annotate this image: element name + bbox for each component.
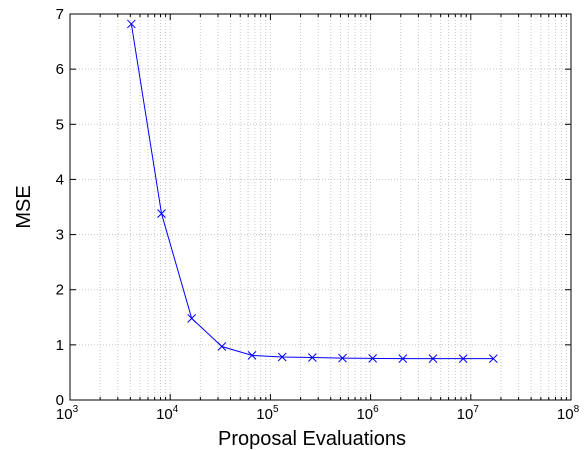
x-tick-base: 10 — [557, 406, 574, 423]
x-tick-label: 104 — [156, 404, 179, 423]
data-point-marker — [368, 354, 378, 363]
data-point-marker — [187, 314, 197, 323]
marker-stroke — [277, 352, 287, 362]
x-tick-base: 10 — [56, 406, 73, 423]
data-point-marker — [277, 352, 287, 362]
y-tick-label: 0 — [56, 392, 64, 409]
x-tick-exponent: 7 — [473, 404, 479, 415]
x-tick-exponent: 4 — [173, 404, 179, 415]
marker-stroke — [338, 353, 347, 363]
grid-lines — [70, 14, 571, 400]
marker-stroke — [157, 209, 166, 218]
y-tick-label: 4 — [56, 171, 64, 188]
x-tick-label: 107 — [457, 404, 480, 423]
y-tick-label: 6 — [56, 61, 64, 78]
marker-stroke — [247, 350, 257, 360]
data-point-marker — [488, 354, 498, 363]
x-tick-base: 10 — [156, 406, 173, 423]
marker-stroke — [458, 354, 468, 363]
y-tick-labels: 0 1 2 3 4 5 6 7 — [56, 6, 64, 409]
data-point-marker — [307, 353, 317, 362]
x-tick-base: 10 — [356, 406, 373, 423]
data-point-marker — [458, 354, 468, 363]
data-series — [127, 19, 498, 363]
x-tick-label: 108 — [557, 404, 580, 423]
x-tick-exponent: 8 — [574, 404, 580, 415]
data-point-marker — [157, 209, 166, 218]
marker-stroke — [187, 314, 197, 323]
marker-stroke — [428, 354, 438, 363]
x-tick-labels: 103 104 105 106 107 108 — [56, 404, 580, 423]
plot-frame — [69, 13, 572, 401]
y-tick-label: 1 — [56, 337, 64, 354]
marker-stroke — [127, 19, 136, 29]
x-tick-exponent: 3 — [73, 404, 79, 415]
marker-stroke — [398, 354, 408, 363]
y-tick-label: 7 — [56, 6, 64, 23]
data-point-marker — [338, 353, 347, 363]
marker-stroke — [217, 342, 227, 351]
x-tick-label: 103 — [56, 404, 79, 423]
x-tick-label: 106 — [356, 404, 379, 423]
x-tick-exponent: 5 — [273, 404, 279, 415]
x-axis-title: Proposal Evaluations — [218, 428, 406, 450]
data-point-marker — [398, 354, 408, 363]
x-tick-base: 10 — [457, 406, 474, 423]
x-tick-base: 10 — [256, 406, 273, 423]
y-tick-label: 2 — [56, 282, 64, 299]
data-point-marker — [247, 350, 257, 360]
data-point-marker — [217, 342, 227, 351]
x-tick-exponent: 6 — [373, 404, 379, 415]
marker-stroke — [488, 354, 498, 363]
data-point-marker — [127, 19, 136, 29]
data-point-marker — [428, 354, 438, 363]
marker-stroke — [307, 353, 317, 362]
y-tick-label: 5 — [56, 116, 64, 133]
plot-background — [70, 14, 571, 400]
y-tick-label: 3 — [56, 227, 64, 244]
y-axis-title: MSE — [13, 185, 35, 228]
x-tick-label: 105 — [256, 404, 279, 423]
marker-stroke — [368, 354, 378, 363]
